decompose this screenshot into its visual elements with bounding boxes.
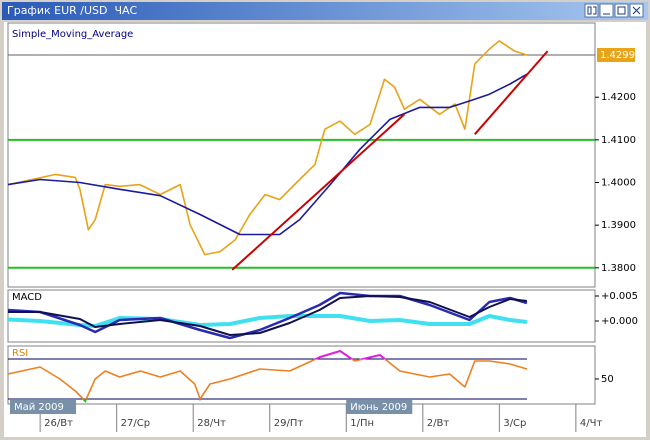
x-tick-label: 3/Ср xyxy=(503,418,526,429)
month-box xyxy=(346,400,413,414)
series-line xyxy=(7,291,528,340)
trend-line xyxy=(231,113,406,271)
minimize-button[interactable] xyxy=(599,3,614,18)
title-bar xyxy=(2,2,648,20)
y-tick-label: +0.005 xyxy=(601,291,638,302)
series-line xyxy=(7,73,528,236)
y-tick-label: 50 xyxy=(601,374,614,385)
button-icons xyxy=(587,6,641,15)
window-buttons[interactable] xyxy=(584,3,644,18)
month-label: Июнь 2009 xyxy=(350,402,407,413)
rsi-panel xyxy=(7,345,596,405)
y-tick-label: 1.4100 xyxy=(601,135,636,146)
maximize-button[interactable] xyxy=(614,3,629,18)
panel-title: RSI xyxy=(12,348,28,359)
last-price-label: 1.4299 xyxy=(600,50,635,61)
y-tick-label: 1.4200 xyxy=(601,92,636,103)
chart-area xyxy=(4,22,646,437)
window-title: График EUR /USD ЧАС xyxy=(7,4,138,17)
trend-line xyxy=(474,50,549,135)
x-tick-label: 2/Вт xyxy=(427,418,450,429)
y-tick-label: +0.000 xyxy=(601,316,638,327)
panel-title: Simple_Moving_Average xyxy=(12,29,133,40)
month-label: Май 2009 xyxy=(14,402,64,413)
x-tick-label: 4/Чт xyxy=(580,418,603,429)
main-panel xyxy=(7,22,596,288)
month-box xyxy=(10,400,76,414)
x-tick-label: 28/Чт xyxy=(197,418,226,429)
x-tick-label: 29/Пт xyxy=(274,418,304,429)
series-line xyxy=(7,40,528,256)
y-tick-label: 1.3800 xyxy=(601,263,636,274)
last-price-box xyxy=(597,47,635,62)
x-tick-label: 1/Пн xyxy=(350,418,374,429)
x-tick-label: 26/Вт xyxy=(44,418,73,429)
x-tick-label: 27/Ср xyxy=(121,418,150,429)
series-line xyxy=(7,350,528,402)
series-line xyxy=(8,295,528,336)
macd-panel xyxy=(7,289,596,343)
y-tick-label: 1.3900 xyxy=(601,220,636,231)
panel-title: MACD xyxy=(12,292,42,303)
y-tick-label: 1.4000 xyxy=(601,178,636,189)
